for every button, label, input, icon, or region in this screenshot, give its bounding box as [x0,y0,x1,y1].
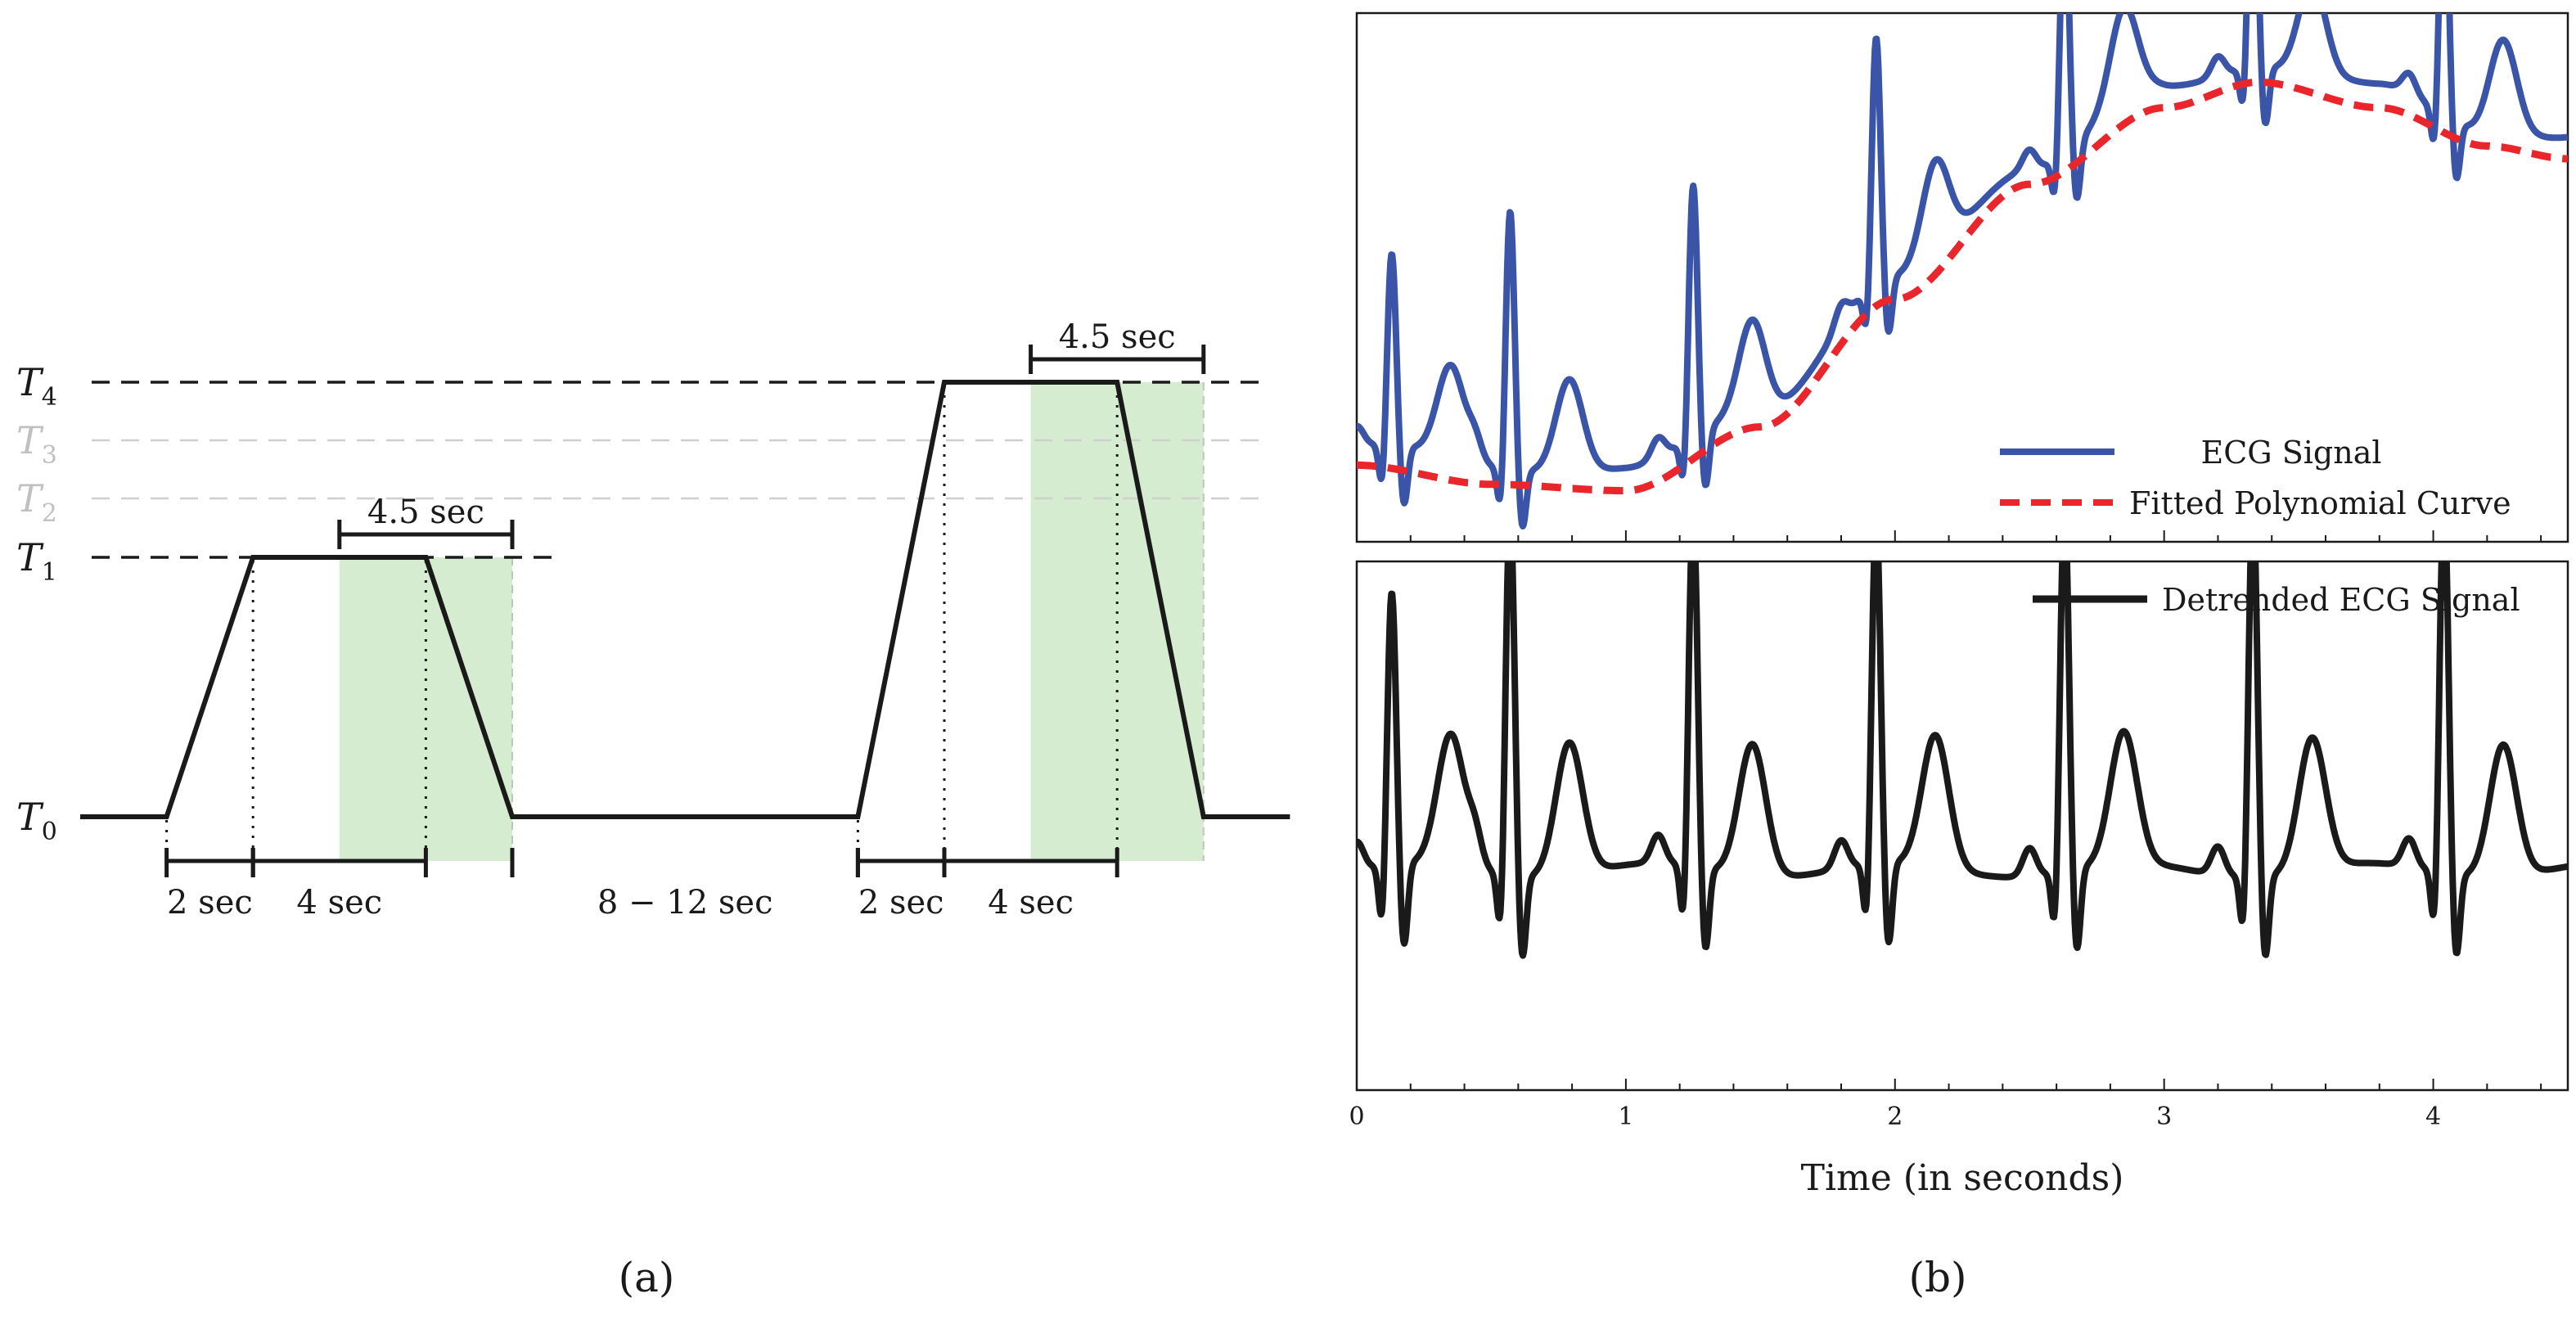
ecg-raw-chart: ECG Signal Fitted Polynomial Curve [1355,11,2569,543]
protocol-diagram: T0 T1 T2 T3 T4 2 sec 4 sec 8 − 12 sec 2 sec 4 se… [16,318,1290,922]
top-x-ticks [1356,530,2542,542]
level-label-4: T4 [16,360,57,412]
window-label-1: 4.5 sec [1059,318,1176,356]
segment-label-4: 4 sec [988,884,1074,922]
level-label-0: T0 [16,795,57,846]
caption-a: (a) [619,1254,675,1301]
level-label-2: T2 [16,476,57,528]
segment-label-0: 2 sec [167,884,253,922]
x-tick-label-3: 3 [2156,1102,2172,1131]
dotted-markers [165,385,1119,848]
x-axis-label: Time (in seconds) [1801,1157,2124,1199]
detrended-ecg-line [1357,561,2568,959]
segment-label-2: 8 − 12 sec [597,884,773,922]
x-tick-label-1: 1 [1618,1102,1633,1131]
legend-label-ecg: ECG Signal [2200,435,2381,471]
x-tick-label-4: 4 [2425,1102,2441,1131]
bottom-legend: Detrended ECG Signal [2033,582,2520,618]
bottom-plot-frame [1355,560,2569,1092]
ecg-detrended-chart: 0 1 2 3 4 Detrended ECG Signal Time (in seco… [1349,560,2569,1199]
window-brackets: 4.5 sec 4.5 sec [337,318,1206,549]
legend-label-detrended: Detrended ECG Signal [2162,582,2520,618]
caption-b: (b) [1908,1254,1966,1301]
bottom-x-ticks: 0 1 2 3 4 [1349,1079,2542,1131]
segment-label-1: 4 sec [296,884,382,922]
window-label-0: 4.5 sec [367,493,484,531]
legend-label-fit: Fitted Polynomial Curve [2129,485,2511,521]
measurement-windows [339,382,1205,861]
fitted-polynomial-line [1357,78,2568,495]
segment-label-3: 2 sec [858,884,944,922]
time-segments: 2 sec 4 sec 8 − 12 sec 2 sec 4 sec [164,848,1119,922]
level-label-1: T1 [16,535,57,587]
temperature-profile-line [80,380,1290,819]
x-tick-label-0: 0 [1349,1102,1364,1131]
ecg-signal-line [1357,13,2568,530]
level-label-3: T3 [16,418,57,470]
x-tick-label-2: 2 [1887,1102,1903,1131]
top-legend: ECG Signal Fitted Polynomial Curve [2000,435,2511,521]
top-plot-frame [1355,11,2569,543]
